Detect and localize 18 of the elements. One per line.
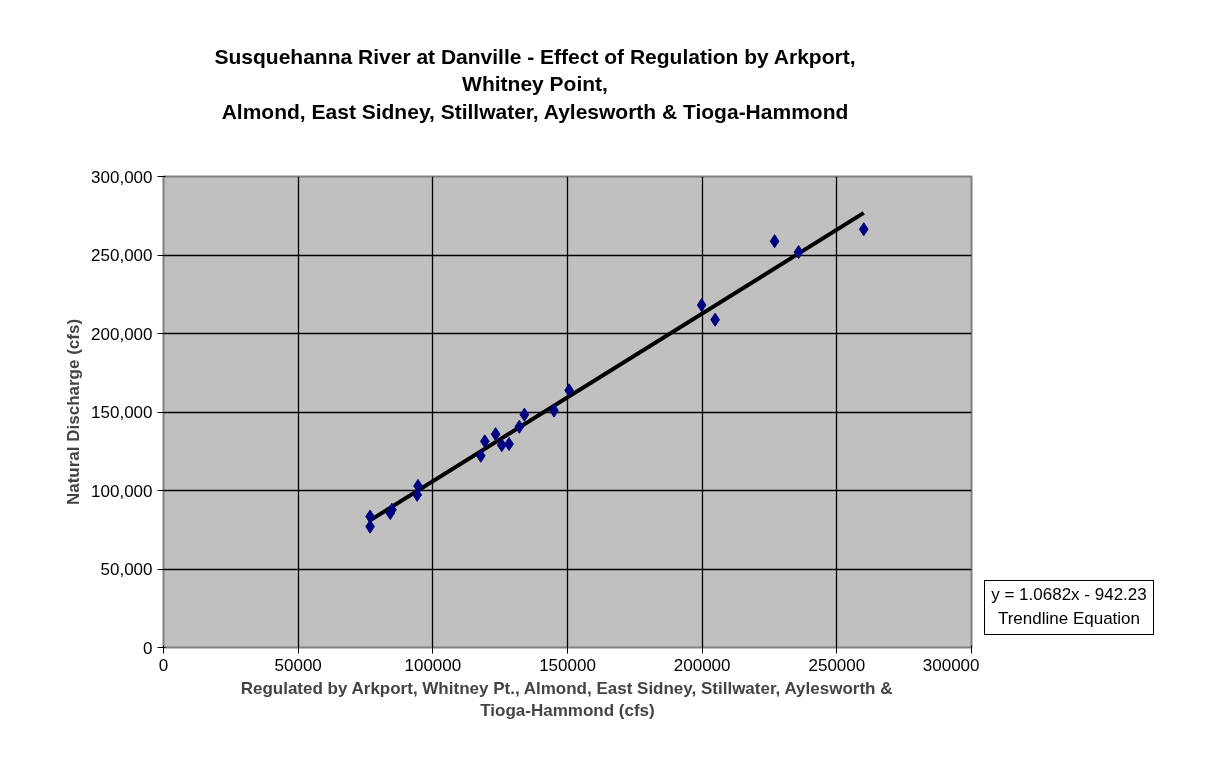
chart-title: Susquehanna River at Danville - Effect of Regulation by Arkport, Whitney Point, Almond, East Sidney, Stillwater, Aylesworth & Tioga-Hammond [214, 44, 856, 125]
y-tick-label: 250,000 [91, 246, 153, 265]
x-tick-label: 250000 [808, 655, 866, 675]
y-tick-label: 200,000 [91, 324, 153, 344]
x-tick-label: 0 [158, 655, 169, 675]
y-tick-label: 0 [143, 638, 153, 658]
text: y = 1.0682x - 942.23 Trendline Equation [991, 584, 1147, 631]
x-axis-title: Regulated by Arkport, Whitney Pt., Almond, East Sidney, Stillwater, Aylesworth & Tioga-Hammond (cfs) [240, 678, 893, 721]
x-tick-label: 50000 [274, 655, 322, 675]
y-tick-label: 150,000 [91, 403, 153, 422]
x-tick-label: 150000 [539, 655, 596, 675]
x-tick-label: 300000 [922, 655, 980, 675]
x-tick-label: 200000 [673, 655, 731, 675]
y-tick-label: 100,000 [91, 481, 153, 501]
x-tick-label: 100000 [404, 655, 462, 675]
y-tick-label: 300,000 [91, 167, 153, 187]
y-tick-label: 50,000 [100, 560, 153, 579]
y-axis-title: Natural Discharge (cfs) [64, 318, 84, 506]
